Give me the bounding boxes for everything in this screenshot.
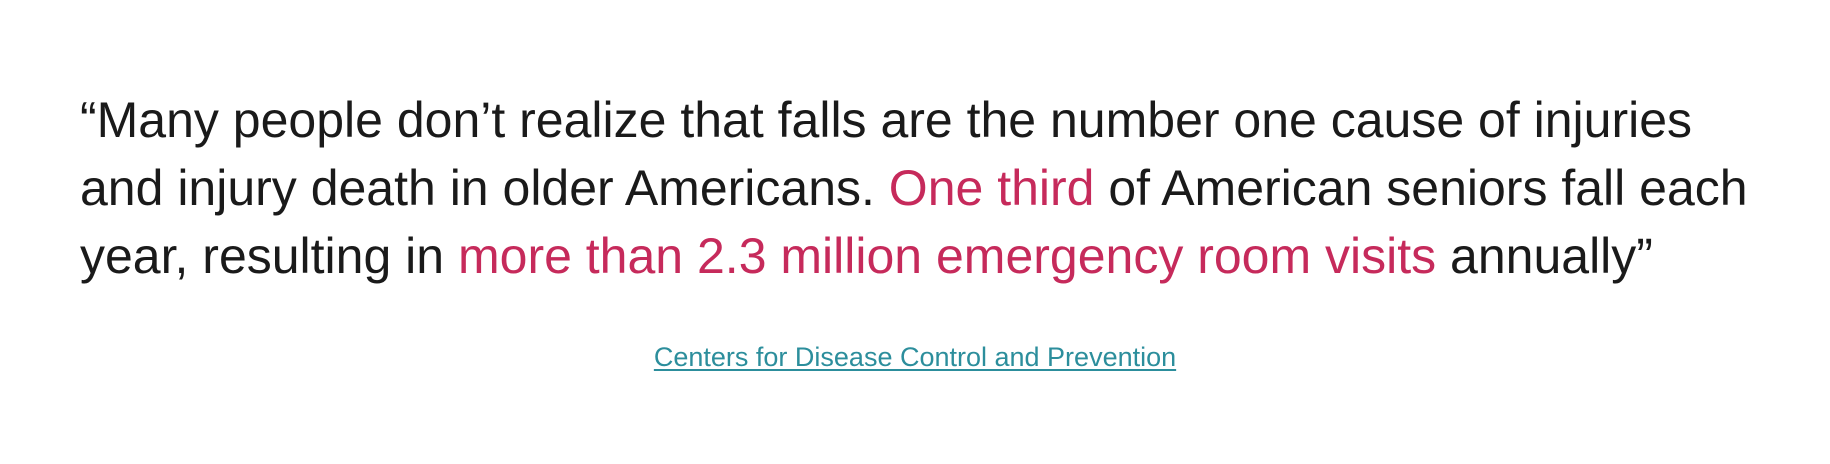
quote-text: “Many people don’t realize that falls ar…: [80, 86, 1780, 290]
quote-highlight-er-visits: more than 2.3 million emergency room vis…: [457, 228, 1437, 284]
source-link[interactable]: Centers for Disease Control and Preventi…: [653, 342, 1177, 372]
quote-part-1: “Many people don’t realize that falls ar…: [80, 92, 1693, 216]
quote-part-2: of American seniors fall each year, resu…: [80, 160, 1748, 284]
quote-highlight-one-third: One third: [888, 160, 1095, 216]
quote-part-3: annually”: [1436, 228, 1653, 284]
quote-source: Centers for Disease Control and Preventi…: [0, 340, 1830, 374]
